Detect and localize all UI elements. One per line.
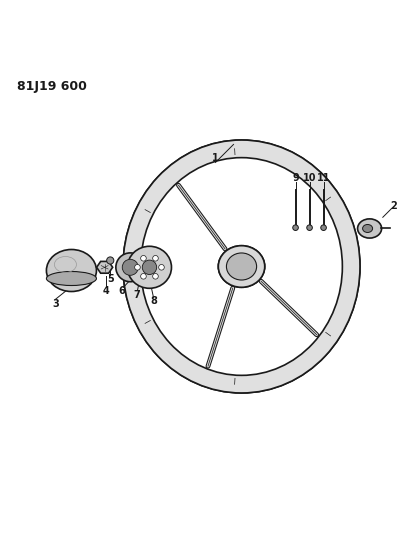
Ellipse shape (218, 246, 265, 287)
Circle shape (321, 225, 326, 230)
Text: 7: 7 (133, 289, 139, 300)
Ellipse shape (127, 246, 172, 288)
Text: 2: 2 (390, 201, 397, 212)
Text: 4: 4 (102, 286, 109, 295)
Polygon shape (97, 261, 113, 273)
Ellipse shape (123, 140, 360, 393)
Circle shape (142, 260, 157, 274)
Ellipse shape (141, 158, 343, 375)
Ellipse shape (218, 246, 265, 287)
Text: 81J19 600: 81J19 600 (17, 80, 87, 93)
Text: 1: 1 (212, 154, 219, 164)
Circle shape (153, 255, 158, 261)
Circle shape (141, 273, 146, 279)
Text: 6: 6 (118, 286, 125, 296)
Circle shape (153, 273, 158, 279)
Circle shape (107, 257, 114, 264)
Ellipse shape (357, 219, 382, 238)
Circle shape (307, 225, 312, 230)
Circle shape (135, 264, 140, 270)
Circle shape (159, 264, 164, 270)
Text: 8: 8 (150, 296, 157, 306)
Ellipse shape (226, 253, 257, 280)
Ellipse shape (46, 249, 96, 292)
Text: 3: 3 (52, 298, 59, 309)
Text: 10: 10 (303, 173, 316, 183)
Text: 9: 9 (292, 173, 299, 183)
Text: 11: 11 (317, 173, 330, 183)
Circle shape (293, 225, 298, 230)
Ellipse shape (363, 224, 373, 232)
Ellipse shape (46, 271, 96, 286)
Text: 5: 5 (107, 273, 114, 284)
Ellipse shape (116, 253, 145, 282)
Circle shape (141, 255, 146, 261)
Circle shape (122, 259, 138, 276)
Ellipse shape (226, 253, 257, 280)
